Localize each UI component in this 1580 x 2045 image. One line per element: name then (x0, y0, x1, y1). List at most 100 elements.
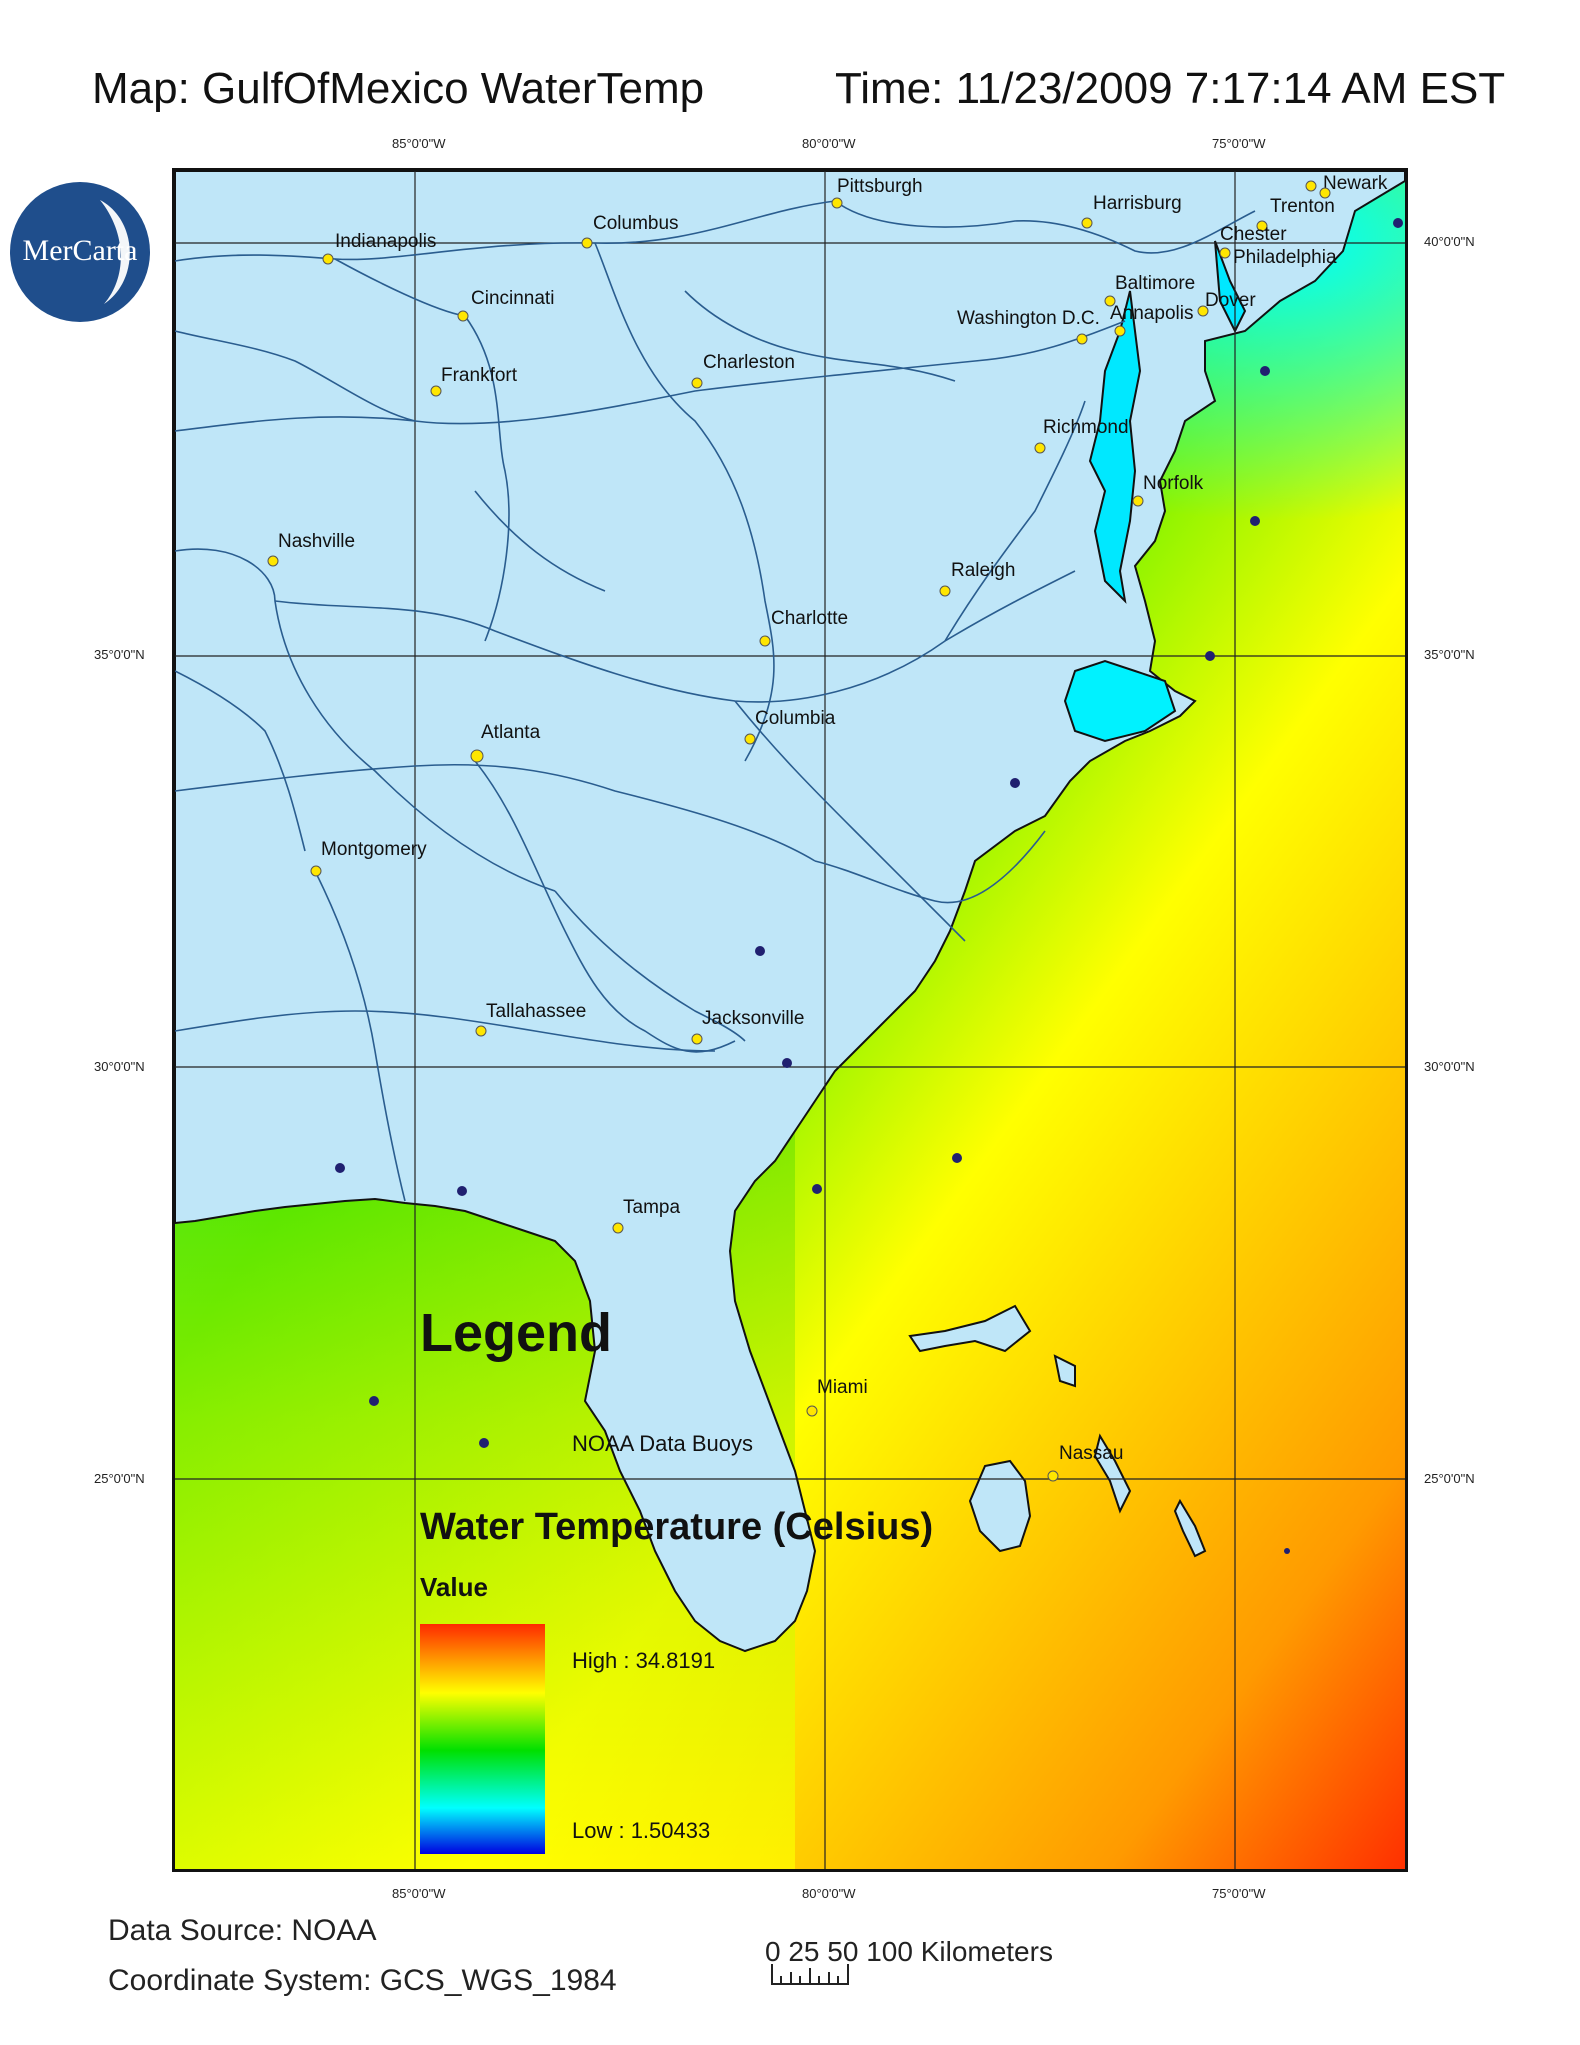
buoy[interactable] (1010, 778, 1020, 788)
city-harrisburg[interactable]: Harrisburg (1081, 193, 1182, 229)
svg-text:Columbia: Columbia (755, 708, 836, 729)
city-pittsburgh[interactable]: Pittsburgh (831, 176, 923, 209)
svg-text:Trenton: Trenton (1270, 196, 1335, 217)
city-tampa[interactable]: Tampa (612, 1197, 680, 1234)
data-source: Data Source: NOAA (108, 1914, 377, 1947)
buoy[interactable] (1393, 218, 1403, 228)
delaware-bay (1214, 240, 1247, 334)
chesapeake-bay (1088, 290, 1142, 604)
noaa-buoys (335, 218, 1403, 1554)
lat-label-35n-right: 35°0'0"N (1424, 647, 1475, 662)
svg-text:Charlotte: Charlotte (771, 608, 848, 629)
city-tallahassee[interactable]: Tallahassee (475, 1001, 586, 1037)
buoy[interactable] (1284, 1548, 1290, 1554)
city-baltimore[interactable]: Baltimore (1104, 273, 1195, 307)
city-atlanta[interactable]: Atlanta (470, 722, 541, 763)
svg-text:Tallahassee: Tallahassee (486, 1001, 586, 1022)
city-cincinnati[interactable]: Cincinnati (457, 288, 554, 322)
city-newark[interactable]: Newark (1305, 173, 1388, 194)
svg-text:Richmond: Richmond (1043, 417, 1129, 438)
svg-text:Annapolis: Annapolis (1110, 303, 1193, 324)
lat-label-35n-left: 35°0'0"N (94, 647, 145, 662)
buoy[interactable] (952, 1153, 962, 1163)
buoy[interactable] (1205, 651, 1215, 661)
coordinate-system: Coordinate System: GCS_WGS_1984 (108, 1964, 617, 1997)
city-columbia[interactable]: Columbia (744, 708, 836, 745)
city-charlotte[interactable]: Charlotte (759, 608, 848, 647)
bahamas-island-cat (1173, 1498, 1207, 1558)
svg-text:Pittsburgh: Pittsburgh (837, 176, 923, 197)
buoy[interactable] (1250, 516, 1260, 526)
svg-text:Indianapolis: Indianapolis (335, 231, 436, 252)
lon-label-75w-top: 75°0'0"W (1212, 136, 1266, 151)
svg-text:Baltimore: Baltimore (1115, 273, 1195, 294)
lon-label-75w-bottom: 75°0'0"W (1212, 1886, 1266, 1901)
lat-label-25n-right: 25°0'0"N (1424, 1471, 1475, 1486)
buoy[interactable] (755, 946, 765, 956)
lon-label-80w-bottom: 80°0'0"W (802, 1886, 856, 1901)
city-jacksonville[interactable]: Jacksonville (691, 1008, 804, 1045)
graticule (175, 171, 1405, 1869)
svg-text:Tampa: Tampa (623, 1197, 680, 1218)
svg-text:Cincinnati: Cincinnati (471, 288, 554, 309)
svg-text:Harrisburg: Harrisburg (1093, 193, 1182, 214)
highway-network (175, 200, 1256, 1202)
map-frame[interactable]: Pittsburgh Harrisburg Newark Trenton Che… (172, 168, 1408, 1872)
city-nassau[interactable]: Nassau (1047, 1443, 1123, 1482)
city-dover[interactable]: Dover (1197, 290, 1256, 317)
legend-color-ramp (420, 1624, 545, 1854)
city-miami[interactable]: Miami (806, 1377, 868, 1417)
city-charleston[interactable]: Charleston (691, 352, 795, 389)
legend: Legend NOAA Data Buoys Water Temperature… (420, 1303, 933, 1854)
svg-text:Chester: Chester (1220, 224, 1287, 245)
city-montgomery[interactable]: Montgomery (310, 839, 427, 877)
svg-text:Philadelphia: Philadelphia (1233, 247, 1337, 268)
map-canvas[interactable]: Pittsburgh Harrisburg Newark Trenton Che… (175, 171, 1405, 1869)
cities: Pittsburgh Harrisburg Newark Trenton Che… (267, 173, 1388, 1482)
lon-label-85w-bottom: 85°0'0"W (392, 1886, 446, 1901)
svg-text:Atlanta: Atlanta (481, 722, 541, 743)
svg-text:Dover: Dover (1205, 290, 1256, 311)
legend-temperature-title: Water Temperature (Celsius) (420, 1506, 933, 1548)
svg-text:Montgomery: Montgomery (321, 839, 427, 860)
svg-text:Nashville: Nashville (278, 531, 355, 552)
svg-text:Newark: Newark (1323, 173, 1388, 194)
city-trenton[interactable]: Trenton (1270, 187, 1335, 217)
buoy[interactable] (335, 1163, 345, 1173)
svg-text:Miami: Miami (817, 1377, 868, 1398)
lon-label-80w-top: 80°0'0"W (802, 136, 856, 151)
lat-label-30n-left: 30°0'0"N (94, 1059, 145, 1074)
mercarta-logo: MerCarta (10, 182, 150, 322)
legend-low-label: Low : 1.50433 (572, 1818, 710, 1843)
city-indianapolis[interactable]: Indianapolis (322, 231, 436, 265)
map-title: Map: GulfOfMexico WaterTemp (92, 64, 705, 113)
city-chester[interactable]: Chester (1220, 220, 1287, 245)
buoy[interactable] (812, 1184, 822, 1194)
buoy[interactable] (479, 1438, 489, 1448)
city-nashville[interactable]: Nashville (267, 531, 355, 567)
legend-buoys-label: NOAA Data Buoys (572, 1431, 753, 1456)
lat-label-30n-right: 30°0'0"N (1424, 1059, 1475, 1074)
svg-text:Charleston: Charleston (703, 352, 795, 373)
city-washington-dc[interactable]: Washington D.C. (957, 308, 1100, 345)
scale-bar (771, 1964, 849, 1985)
city-richmond[interactable]: Richmond (1034, 417, 1129, 454)
svg-text:Columbus: Columbus (593, 213, 679, 234)
bahamas-island-grand-bahama (1053, 1354, 1076, 1388)
svg-text:Nassau: Nassau (1059, 1443, 1123, 1464)
legend-high-label: High : 34.8191 (572, 1648, 715, 1673)
buoy[interactable] (782, 1058, 792, 1068)
city-raleigh[interactable]: Raleigh (939, 560, 1015, 597)
city-columbus[interactable]: Columbus (581, 213, 679, 249)
city-annapolis[interactable]: Annapolis (1110, 303, 1193, 337)
city-philadelphia[interactable]: Philadelphia (1219, 247, 1337, 268)
buoy[interactable] (457, 1186, 467, 1196)
city-frankfort[interactable]: Frankfort (430, 365, 518, 397)
bahamas-island-abaco (908, 1304, 1032, 1353)
lon-label-85w-top: 85°0'0"W (392, 136, 446, 151)
buoy[interactable] (369, 1396, 379, 1406)
buoy[interactable] (1260, 366, 1270, 376)
legend-title: Legend (420, 1303, 612, 1363)
svg-text:Washington D.C.: Washington D.C. (957, 308, 1100, 329)
city-norfolk[interactable]: Norfolk (1132, 473, 1204, 507)
